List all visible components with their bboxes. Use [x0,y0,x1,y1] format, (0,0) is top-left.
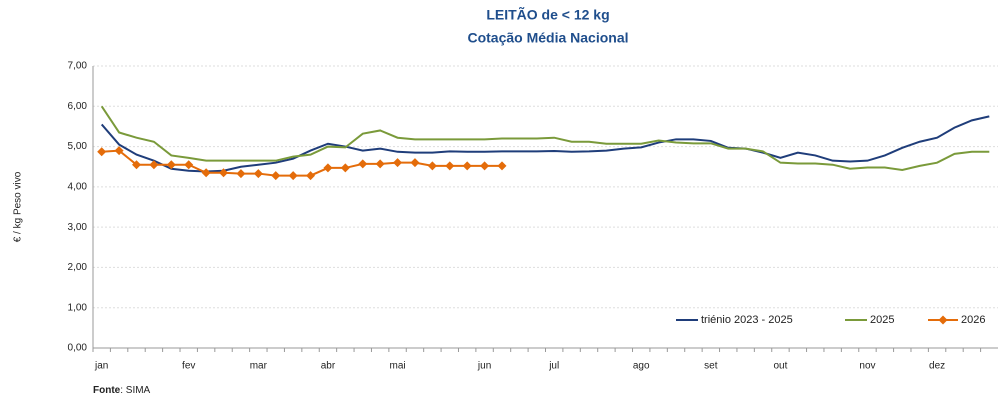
legend-label: 2026 [961,314,985,326]
legend-label: 2025 [870,314,894,326]
x-tick-label: mar [250,361,268,372]
series-line [100,105,990,171]
series-marker [427,161,437,171]
series-marker [480,161,490,171]
x-tick-label: set [704,361,718,372]
x-tick-label: dez [929,361,945,372]
series-marker [340,163,350,173]
source-label: Fonte [93,385,121,396]
series-marker [201,168,211,178]
x-tick-label: mai [390,361,406,372]
legend-marker [938,315,948,325]
series-marker [445,161,455,171]
series-marker [323,163,333,173]
y-tick-label: 5,00 [68,141,88,152]
y-tick-label: 4,00 [68,181,88,192]
series-marker [393,158,403,168]
series-marker [219,168,229,178]
source: Fonte: SIMA [93,385,151,396]
series-line [100,115,990,173]
y-tick-label: 0,00 [68,343,88,354]
source-text: : SIMA [120,385,150,396]
series-marker [271,171,281,181]
x-tick-label: jun [477,361,491,372]
y-tick-label: 3,00 [68,222,88,233]
x-tick-label: ago [633,361,650,372]
x-tick-label: abr [321,361,336,372]
y-tick-label: 6,00 [68,101,88,112]
legend-label: triénio 2023 - 2025 [701,314,793,326]
x-tick-label: fev [182,361,195,372]
chart-title: LEITÃO de < 12 kg [486,6,609,23]
x-tick-label: jul [548,361,559,372]
series-marker [358,159,368,169]
y-axis-label: € / kg Peso vivo [13,171,24,242]
x-tick-label: nov [859,361,875,372]
y-tick-label: 1,00 [68,302,88,313]
series-marker [114,146,124,156]
series-marker [375,159,385,169]
chart-subtitle: Cotação Média Nacional [467,30,628,46]
series-marker [132,160,142,170]
series-marker [410,158,420,168]
series-marker [306,171,316,181]
series-marker [462,161,472,171]
y-tick-label: 2,00 [68,262,88,273]
series-marker [253,169,263,179]
series-marker [288,171,298,181]
x-tick-label: jan [94,361,108,372]
x-tick-label: out [773,361,787,372]
series-marker [166,160,176,170]
series-marker [149,160,159,170]
series-marker [97,147,107,157]
series-marker [184,160,194,170]
y-tick-label: 7,00 [68,61,88,72]
series-marker [497,161,507,171]
series-marker [236,169,246,179]
